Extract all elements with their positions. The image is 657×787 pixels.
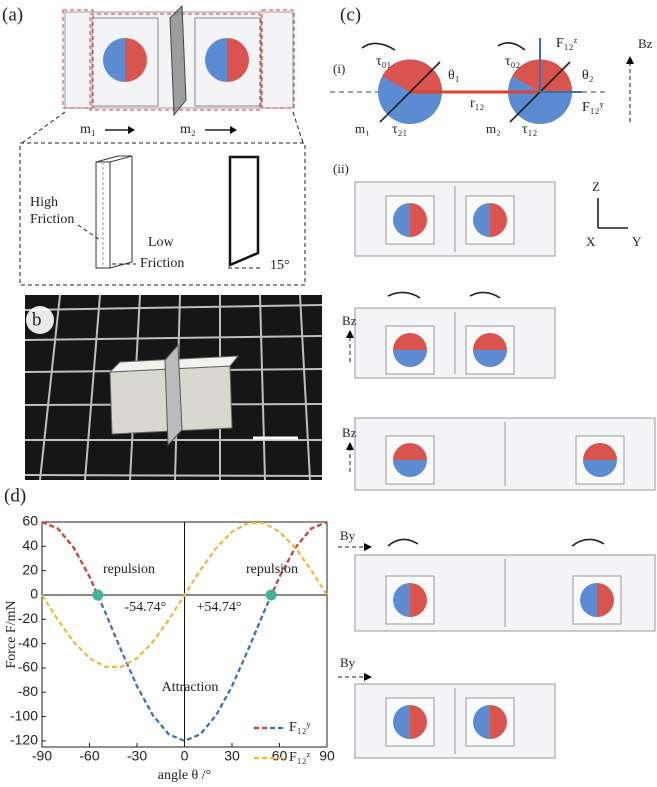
shape [470,292,500,298]
crossing-point [266,589,277,600]
y-tick-label: -60 [18,659,38,675]
annotation: θ₁ [448,68,460,83]
y-tick-label: -120 [10,732,38,748]
shape [388,292,420,298]
x-tick-label: 60 [272,748,288,764]
axis-name: X [586,234,596,249]
annotation: θ₂ [582,68,594,83]
annotation: m₁ [355,121,370,136]
annotation: F₁₂ʸ [582,100,605,115]
x-axis-label: angle θ /° [158,768,212,783]
panel-label: (a) [2,4,23,25]
shape [22,112,65,143]
annotation: repulsion [103,562,155,577]
panel-a: (a) m₁ m₂ High Friction Low Friction 15° [2,4,305,285]
axis-name: Y [632,234,642,249]
y-tick-label: -40 [18,634,38,650]
y-tick-label: -20 [18,610,38,626]
shape [346,330,354,338]
y-tick-label: -100 [10,707,38,723]
shape [293,112,303,143]
annotation: repulsion [246,562,298,577]
field-label: Bz [342,313,357,328]
annotation: τ₁₂ [522,122,538,137]
sub-label: (ii) [333,161,349,176]
sub-label: (i) [333,61,345,76]
mass-label: m₂ [180,122,196,137]
field-label: Bz [342,425,357,440]
point-label: +54.74° [197,600,242,615]
shape [572,539,604,546]
shape [230,157,258,265]
shape [364,673,372,681]
panel-label: (d) [4,485,26,506]
shape [498,43,525,50]
x-tick-label: -90 [32,748,52,764]
x-tick-label: 90 [319,748,335,764]
y-tick-label: 60 [22,513,38,529]
annotation: τ₀₂ [505,54,521,69]
x-tick-label: 0 [181,748,189,764]
crossing-point [92,589,103,600]
shape [230,126,237,134]
panel-label: (c) [340,4,361,25]
annotation: Friction [140,256,184,271]
shape [355,182,655,758]
annotation: τ₀₁ [376,54,391,69]
field-label: By [340,528,356,543]
x-tick-label: -60 [79,748,99,764]
annotation: τ₂₁ [392,122,407,137]
mass-label: m₁ [80,122,96,137]
figure: (a) m₁ m₂ High Friction Low Friction 15°… [0,0,657,787]
panel-b: b [25,295,322,480]
shape [364,543,372,551]
shape [346,442,354,450]
annotation: High [30,195,58,210]
annotation: r₁₂ [470,96,485,111]
field-label: By [340,655,356,670]
annotation: Low [148,235,175,250]
panel-d: (d) 60 40 20 0 -20 -40 -60 -80 -100 -120-90 -60 -30… [4,485,335,783]
y-axis-label: Force F/mN [4,600,19,668]
point-label: -54.74° [125,600,167,615]
shape [78,225,100,240]
annotation: Friction [30,212,74,227]
x-tick-label: -30 [127,748,147,764]
y-tick-label: 20 [22,561,38,577]
shape [96,156,132,268]
shape [128,126,135,134]
panel-c: (c) (i) τ₀₁ θ₁ r₁₂ τ₀₂ F₁₂ᶻ θ₂ F₁₂ʸ m₁ τ… [330,4,655,758]
x-tick-label: 30 [224,748,240,764]
legend-label: F₁₂ʸ [289,720,312,735]
shape [362,43,395,50]
shape [388,539,418,546]
axis-name: Z [592,179,600,194]
y-tick-label: 0 [30,586,38,602]
legend-label: F₁₂ᶻ [289,750,311,765]
annotation: 15° [270,258,290,273]
annotation: F₁₂ᶻ [556,36,578,51]
shape [626,56,634,64]
annotation: Attraction [162,680,219,695]
panel-label: b [32,309,42,330]
annotation: Bz [638,36,653,51]
y-tick-label: -80 [18,683,38,699]
annotation: m₂ [486,121,501,136]
y-tick-label: 40 [22,537,38,553]
